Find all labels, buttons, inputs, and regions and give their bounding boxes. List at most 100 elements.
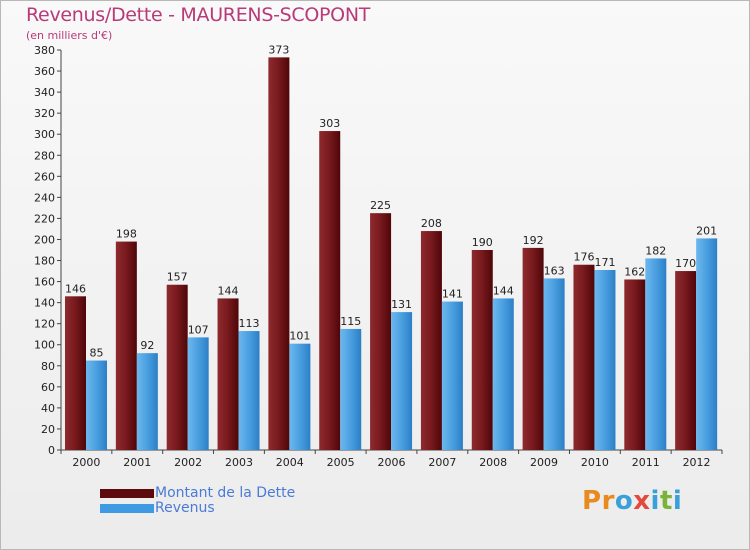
bar-dette: [217, 298, 239, 450]
logo-letter: t: [659, 486, 673, 516]
y-tick-label: 0: [48, 444, 55, 457]
x-tick-label: 2009: [530, 456, 558, 469]
data-label-dette: 208: [421, 217, 442, 230]
data-label-dette: 146: [65, 282, 86, 295]
data-label-dette: 157: [167, 271, 188, 284]
chart-title: Revenus/Dette - MAURENS-SCOPONT: [26, 4, 371, 26]
data-label-revenus: 101: [289, 330, 310, 343]
x-tick-label: 2000: [72, 456, 100, 469]
bar-dette: [573, 264, 595, 450]
y-tick-label: 220: [34, 212, 55, 225]
y-tick-label: 360: [34, 65, 55, 78]
bar-dette: [522, 247, 544, 450]
y-tick-label: 380: [34, 44, 55, 57]
data-label-revenus: 92: [140, 339, 154, 352]
data-label-revenus: 113: [239, 317, 260, 330]
data-label-revenus: 171: [594, 256, 615, 269]
y-tick-label: 320: [34, 107, 55, 120]
x-tick-label: 2001: [123, 456, 151, 469]
data-label-revenus: 182: [645, 244, 666, 257]
bar-revenus: [645, 258, 667, 450]
y-tick-label: 340: [34, 86, 55, 99]
bar-revenus: [289, 343, 311, 450]
data-label-revenus: 141: [442, 288, 463, 301]
x-tick-label: 2002: [174, 456, 202, 469]
bar-revenus: [594, 270, 616, 450]
x-tick-label: 2006: [378, 456, 406, 469]
y-tick-label: 120: [34, 318, 55, 331]
x-tick-label: 2005: [327, 456, 355, 469]
data-label-dette: 170: [675, 257, 696, 270]
bar-revenus: [238, 331, 260, 450]
bar-revenus: [696, 238, 718, 450]
data-label-revenus: 144: [493, 284, 514, 297]
bar-revenus: [136, 353, 158, 450]
data-label-dette: 192: [523, 234, 544, 247]
legend-label-revenus: Revenus: [155, 500, 215, 516]
bar-revenus: [492, 298, 514, 450]
data-label-dette: 198: [116, 228, 137, 241]
y-tick-label: 140: [34, 297, 55, 310]
y-tick-label: 60: [41, 381, 55, 394]
legend-label-dette: Montant de la Dette: [155, 485, 296, 501]
data-label-dette: 303: [319, 117, 340, 130]
bar-revenus: [391, 312, 413, 450]
data-label-dette: 373: [268, 43, 289, 56]
y-tick-label: 260: [34, 170, 55, 183]
bar-dette: [115, 241, 137, 450]
data-label-revenus: 107: [188, 323, 209, 336]
data-label-revenus: 85: [90, 347, 104, 360]
logo-letter: P: [582, 486, 602, 516]
logo-letter: r: [601, 486, 615, 516]
y-tick-label: 280: [34, 149, 55, 162]
bar-revenus: [187, 337, 209, 450]
bar-revenus: [340, 328, 362, 450]
x-tick-label: 2003: [225, 456, 253, 469]
bar-dette: [370, 213, 392, 450]
x-tick-label: 2011: [632, 456, 660, 469]
bar-dette: [319, 131, 341, 451]
logo-letter: x: [633, 486, 651, 516]
data-label-dette: 225: [370, 199, 391, 212]
bar-dette: [420, 231, 442, 450]
legend-swatch-revenus: [100, 504, 154, 513]
legend-swatch-dette: [100, 489, 154, 498]
y-tick-label: 100: [34, 339, 55, 352]
logo-letter: o: [614, 486, 634, 516]
x-tick-label: 2010: [581, 456, 609, 469]
bar-revenus: [86, 360, 107, 450]
bar-dette: [268, 57, 290, 451]
y-tick-label: 160: [34, 276, 55, 289]
x-tick-label: 2004: [276, 456, 304, 469]
y-tick-label: 200: [34, 233, 55, 246]
y-tick-label: 40: [41, 402, 55, 415]
logo-letter: i: [672, 486, 683, 516]
y-tick-label: 20: [41, 423, 55, 436]
data-label-dette: 144: [218, 284, 239, 297]
proxiti-logo: Proxiti: [582, 486, 682, 516]
data-label-dette: 190: [472, 236, 493, 249]
x-tick-label: 2012: [683, 456, 711, 469]
y-tick-label: 300: [34, 128, 55, 141]
bar-dette: [471, 250, 493, 450]
bar-dette: [675, 271, 697, 450]
y-tick-label: 80: [41, 360, 55, 373]
logo-letter: i: [650, 486, 660, 516]
data-label-revenus: 131: [391, 298, 412, 311]
data-label-revenus: 201: [696, 224, 717, 237]
chart-subtitle: (en milliers d'€): [26, 29, 113, 42]
data-label-dette: 162: [624, 265, 645, 278]
x-tick-label: 2008: [479, 456, 507, 469]
y-tick-label: 180: [34, 255, 55, 268]
bar-revenus: [543, 278, 565, 450]
data-label-dette: 176: [573, 251, 594, 264]
data-label-revenus: 163: [544, 264, 565, 277]
bar-dette: [624, 279, 646, 450]
bar-dette: [65, 296, 86, 450]
y-tick-label: 240: [34, 191, 55, 204]
data-label-revenus: 115: [340, 315, 361, 328]
bar-dette: [166, 284, 188, 450]
x-tick-label: 2007: [428, 456, 456, 469]
bar-revenus: [441, 301, 463, 450]
